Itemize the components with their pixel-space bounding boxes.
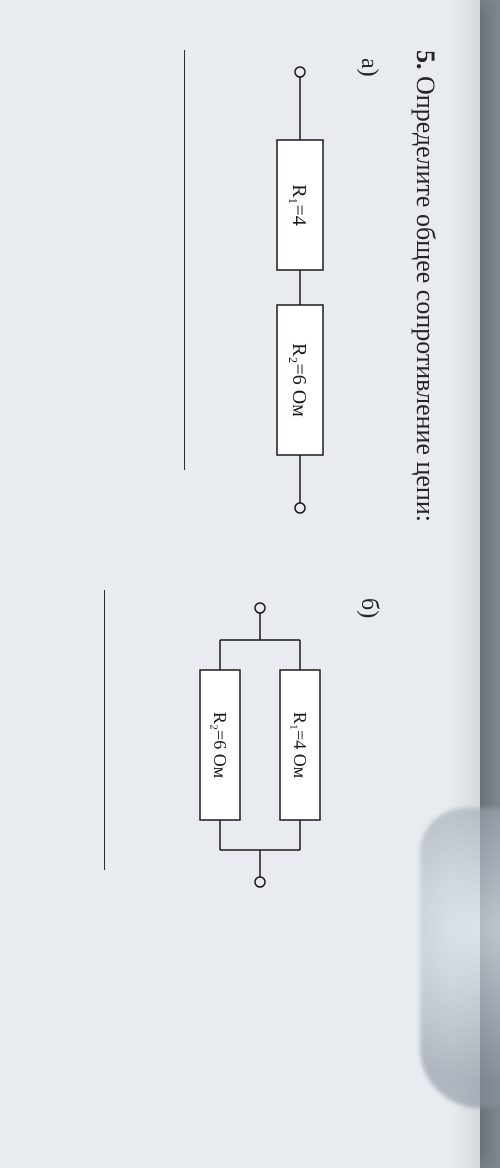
label-b: б) <box>355 598 382 618</box>
background-object <box>420 808 500 1108</box>
svg-text:R₂=6 Ом: R₂=6 Ом <box>288 343 310 417</box>
circuit-a-svg: R₁=4 R₂=6 Ом <box>255 50 345 530</box>
circuits-row: а) R₁=4 R₂=6 Ом б) R₁=4 Ом R₂=6 Ом <box>104 50 382 1118</box>
svg-text:R₁=4: R₁=4 <box>288 184 310 226</box>
paper-sheet: 5. Определите общее сопротивление цепи: … <box>0 0 480 1168</box>
circuit-b-svg: R₁=4 Ом R₂=6 Ом <box>175 590 345 900</box>
page-content: 5. Определите общее сопротивление цепи: … <box>0 0 480 1168</box>
circuit-b-block: б) R₁=4 Ом R₂=6 Ом <box>104 590 382 900</box>
svg-text:R₁=4 Ом: R₁=4 Ом <box>290 712 310 778</box>
circuit-a-block: а) R₁=4 R₂=6 Ом <box>184 50 382 530</box>
answer-line-b <box>104 590 105 870</box>
question-number: 5. <box>411 50 440 70</box>
photo-scene: 5. Определите общее сопротивление цепи: … <box>0 0 500 1168</box>
answer-line-a <box>184 50 185 470</box>
label-a: а) <box>355 58 382 77</box>
svg-text:R₂=6 Ом: R₂=6 Ом <box>210 712 230 778</box>
question-text: Определите общее сопротивление цепи: <box>411 76 440 522</box>
